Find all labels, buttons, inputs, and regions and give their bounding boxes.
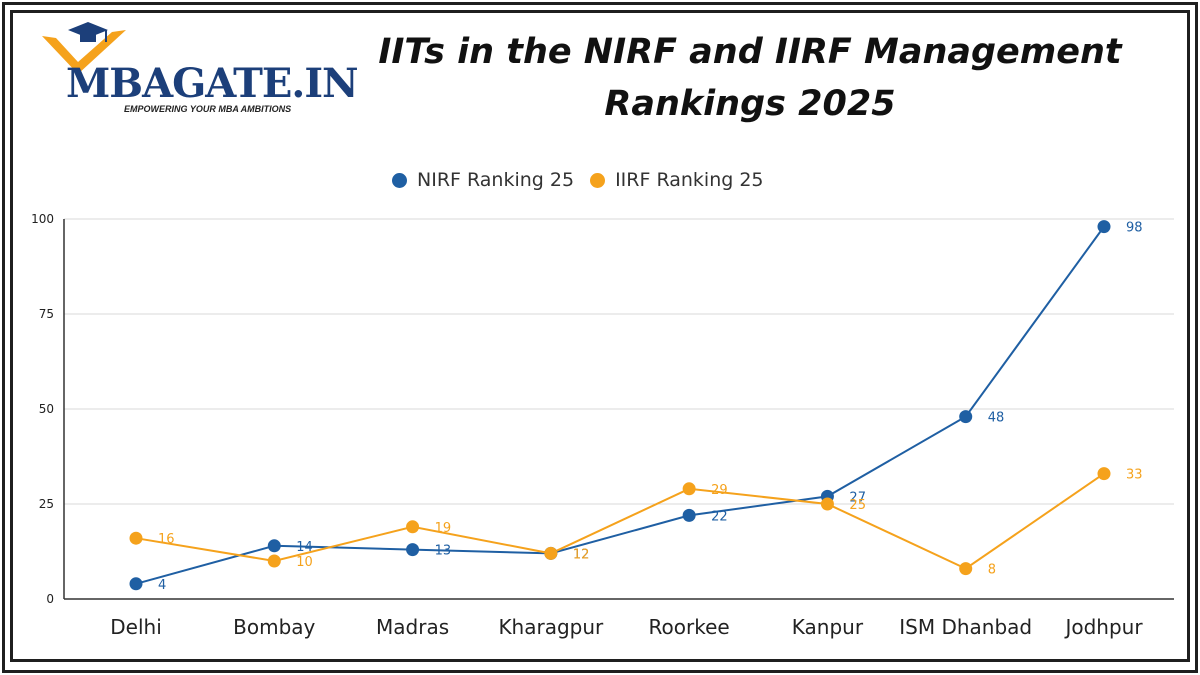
data-point-s0-0 [129, 577, 143, 591]
legend-item-iirf: IIRF Ranking 25 [590, 169, 764, 191]
logo-text-mba: MBA [66, 60, 173, 107]
chart-title: IITs in the NIRF and IIRF Management Ran… [378, 32, 1122, 124]
legend-dot-nirf [392, 172, 407, 188]
data-label-s0-3: 12 [573, 547, 590, 562]
data-point-s1-7 [1097, 467, 1111, 481]
data-point-s0-2 [406, 543, 420, 557]
data-label-s0-6: 48 [988, 411, 1005, 426]
data-point-s1-3 [544, 546, 558, 560]
logo-text-gate: GATE.IN [172, 60, 358, 107]
data-label-s1-2: 19 [435, 521, 452, 536]
series-line-1 [135, 472, 1105, 570]
data-label-s1-3: 12 [573, 547, 590, 562]
data-label-s0-4: 22 [711, 509, 728, 524]
data-label-s1-6: 8 [988, 563, 996, 578]
data-point-s0-1 [267, 539, 281, 553]
logo: MBAGATE.IN EMPOWERING YOUR MBA AMBITIONS [38, 22, 359, 122]
x-tick-label-6: ISM Dhanbad [899, 615, 1032, 639]
x-tick-label-5: Kanpur [792, 615, 864, 639]
x-tick-label-3: Kharagpur [498, 615, 604, 639]
data-label-s1-0: 16 [158, 532, 175, 547]
data-label-s0-2: 13 [435, 544, 452, 559]
data-label-s0-7: 98 [1126, 221, 1143, 236]
legend-label-iirf: IIRF Ranking 25 [615, 169, 764, 191]
inner-frame [10, 10, 1190, 662]
data-label-s0-0: 4 [158, 578, 166, 593]
y-tick-label-100: 100 [31, 212, 54, 226]
legend-label-nirf: NIRF Ranking 25 [417, 169, 575, 191]
logo-graphic [42, 22, 126, 74]
data-label-s1-4: 29 [711, 483, 728, 498]
data-point-s1-0 [129, 531, 143, 545]
data-label-s1-1: 10 [296, 555, 313, 570]
data-point-s1-1 [267, 554, 281, 568]
data-point-s0-4 [682, 508, 696, 522]
logo-wordmark: MBAGATE.IN [66, 60, 359, 107]
x-tick-label-7: Jodhpur [1063, 615, 1143, 639]
y-tick-label-0: 0 [46, 592, 54, 606]
data-label-s0-5: 27 [849, 490, 866, 505]
data-label-s0-1: 14 [296, 540, 313, 555]
data-point-s1-5 [820, 497, 834, 511]
y-tick-label-50: 50 [39, 402, 54, 416]
logo-tagline: EMPOWERING YOUR MBA AMBITIONS [124, 104, 292, 114]
y-tick-label-75: 75 [39, 307, 54, 321]
x-tick-label-1: Bombay [233, 615, 315, 639]
data-point-s1-6 [959, 562, 973, 576]
data-label-s1-5: 25 [849, 498, 866, 513]
data-label-s1-7: 33 [1126, 468, 1143, 483]
data-point-s1-4 [682, 482, 696, 496]
series-line-0 [135, 226, 1105, 585]
graduation-cap-icon [68, 22, 108, 38]
legend-dot-iirf [590, 172, 606, 188]
y-tick-label-25: 25 [39, 497, 54, 511]
data-point-s1-2 [406, 520, 420, 534]
x-tick-label-4: Roorkee [649, 615, 730, 639]
data-point-s0-6 [959, 410, 973, 424]
legend: NIRF Ranking 25 IIRF Ranking 25 [392, 166, 780, 194]
x-tick-label-0: Delhi [110, 615, 162, 639]
data-point-s0-7 [1097, 220, 1111, 234]
legend-item-nirf: NIRF Ranking 25 [392, 169, 574, 191]
x-tick-label-2: Madras [376, 615, 449, 639]
graduation-cap-base [80, 34, 96, 42]
